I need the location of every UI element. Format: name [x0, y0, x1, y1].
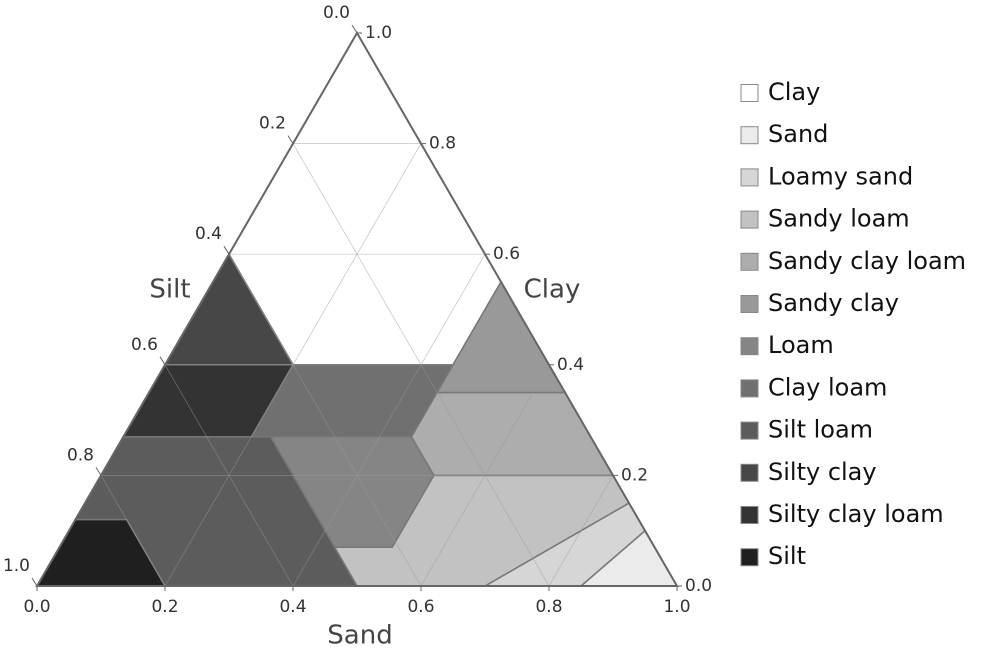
tick-mark — [159, 356, 166, 366]
grid-line — [100, 475, 166, 587]
legend: Clay Sand Loamy sand Sandy loam Sandy clay l… — [740, 78, 966, 570]
legend-swatch — [740, 548, 759, 567]
tick-mark — [287, 135, 294, 144]
legend-label: Silt loam — [768, 416, 873, 444]
regions — [35, 31, 679, 587]
legend-label: Silty clay loam — [768, 500, 944, 528]
legend-swatch — [740, 168, 759, 187]
legend-label: Silty clay — [768, 458, 877, 486]
silt-tick-label: 0.6 — [131, 335, 158, 355]
legend-swatch — [740, 126, 759, 145]
clay-tick-label: 0.8 — [429, 134, 456, 154]
legend-label: Loamy sand — [768, 162, 913, 190]
legend-swatch — [740, 506, 759, 524]
legend-label: Clay loam — [768, 373, 887, 401]
sand-tick-label: 0.6 — [407, 597, 434, 617]
grid-line — [228, 254, 422, 587]
grid-line — [292, 143, 550, 587]
legend-swatch — [740, 379, 759, 398]
silt-tick-label: 0.2 — [259, 114, 286, 134]
legend-swatch — [740, 463, 759, 482]
legend-swatch — [740, 295, 759, 313]
grid-line — [548, 475, 614, 587]
legend-swatch — [740, 337, 759, 356]
legend-swatch — [740, 84, 759, 102]
silt-tick-label: 0.8 — [67, 445, 94, 465]
legend-label: Silt — [768, 542, 806, 570]
clay-tick-label: 0.0 — [685, 576, 712, 596]
region — [228, 31, 502, 366]
clay-tick-label: 0.4 — [557, 355, 584, 375]
sand-tick-label: 0.4 — [279, 597, 306, 617]
silt-tick-label: 0.4 — [195, 224, 222, 244]
legend-label: Sandy clay — [768, 289, 899, 317]
tick-mark — [31, 577, 38, 587]
silt-tick-label: 0.0 — [323, 3, 350, 23]
axes: 0.0 0.2 0.4 0.6 0.8 1.0 Sand 0.0 0.2 0.4 0.6 0.8 1.0… — [3, 3, 712, 651]
clay-tick-label: 0.6 — [493, 244, 520, 264]
legend-label: Sandy loam — [768, 205, 910, 233]
sand-tick-label: 0.8 — [535, 597, 562, 617]
sand-axis-title: Sand — [327, 621, 392, 651]
silt-axis-title: Silt — [149, 275, 190, 305]
triangle-outline — [35, 31, 679, 587]
tick-mark — [95, 467, 102, 476]
sand-tick-label: 0.2 — [151, 597, 178, 617]
clay-tick-label: 1.0 — [365, 23, 392, 43]
legend-label: Sand — [768, 120, 828, 148]
legend-swatch — [740, 421, 759, 440]
region — [410, 391, 615, 477]
clay-axis-title: Clay — [524, 275, 581, 305]
legend-label: Clay — [768, 78, 820, 106]
clay-tick-label: 0.2 — [621, 465, 648, 485]
silt-tick-label: 1.0 — [3, 556, 30, 576]
legend-label: Loam — [768, 331, 834, 359]
legend-label: Sandy clay loam — [768, 247, 966, 275]
sand-tick-label: 1.0 — [663, 597, 690, 617]
grid-line — [292, 254, 486, 587]
legend-swatch — [740, 252, 759, 271]
tick-mark — [351, 24, 358, 34]
tick-mark — [223, 245, 230, 255]
legend-swatch — [740, 210, 759, 229]
grid-line — [164, 364, 294, 587]
sand-tick-label: 0.0 — [23, 597, 50, 617]
